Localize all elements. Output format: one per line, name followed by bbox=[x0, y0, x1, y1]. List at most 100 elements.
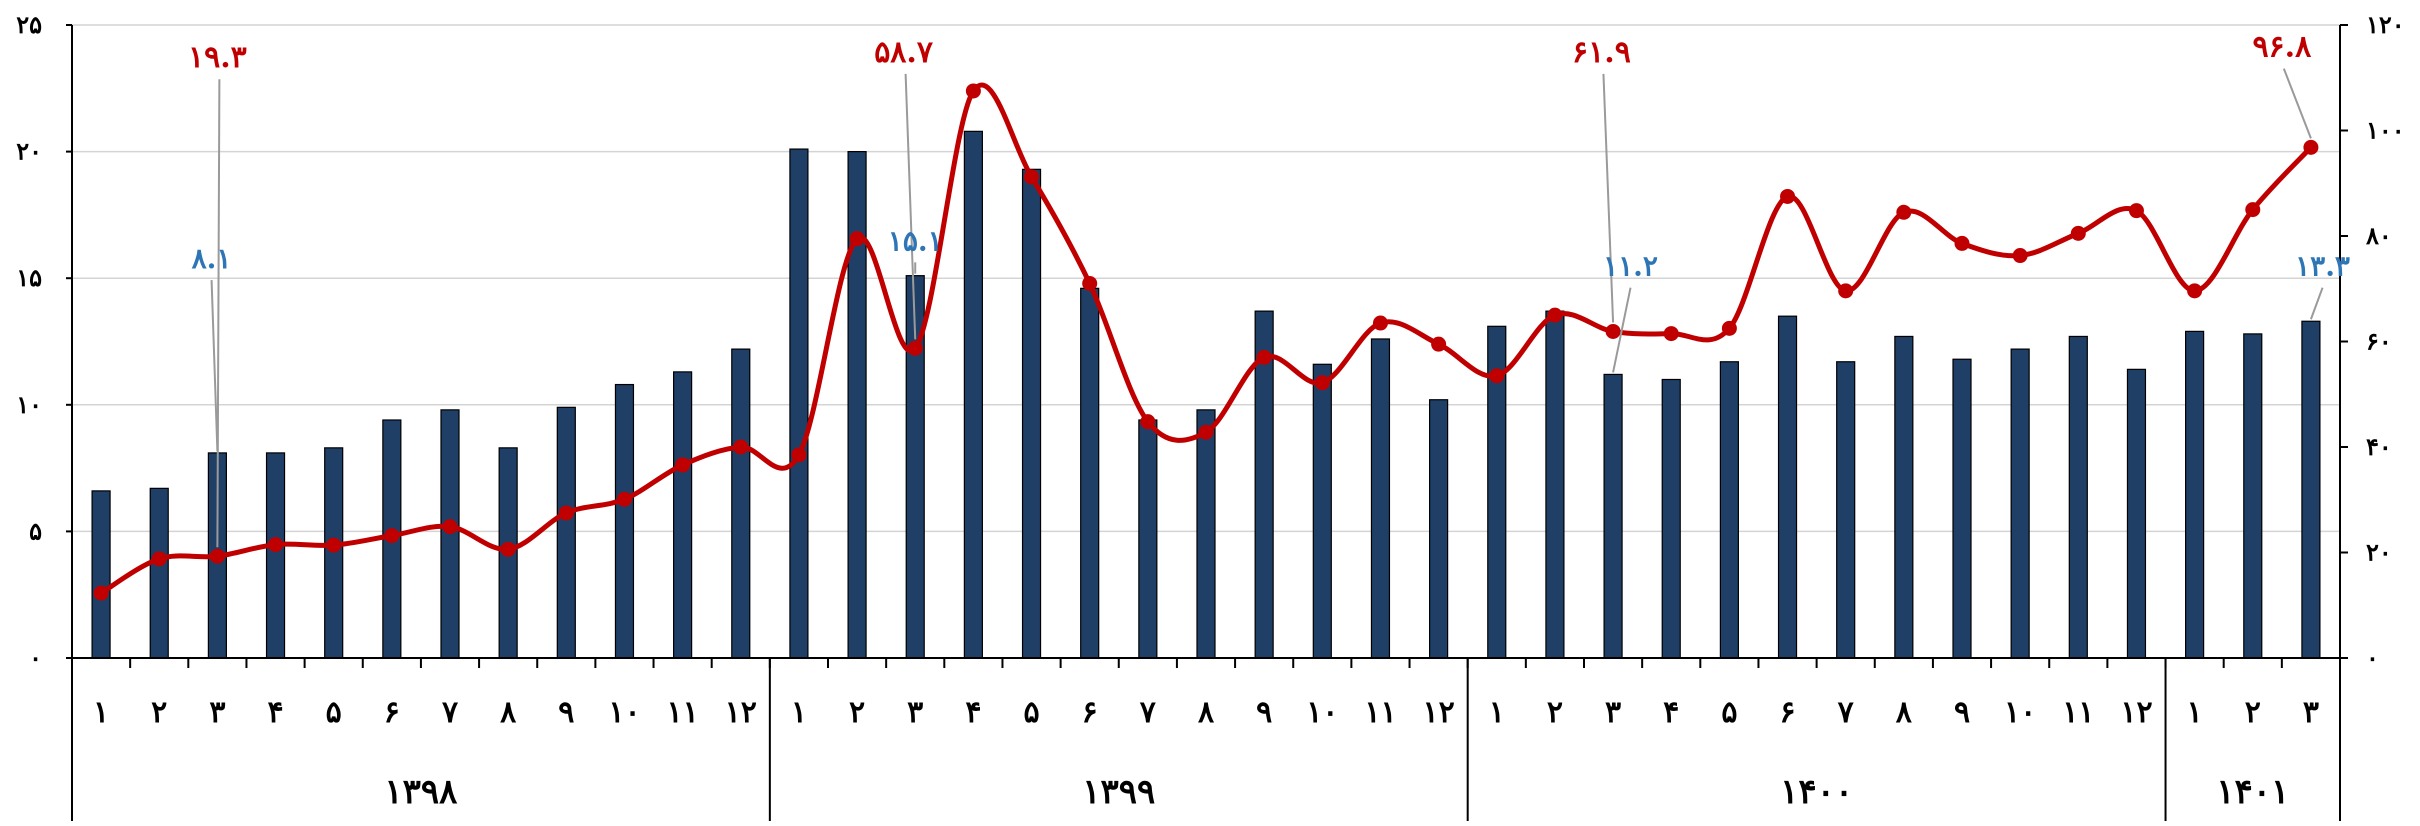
x-tick-label: ۵ bbox=[326, 695, 342, 730]
x-tick-label: ۱ bbox=[93, 695, 109, 730]
x-tick-label: ۵ bbox=[1023, 695, 1039, 730]
y-tick-label-right: ۱۲۰ bbox=[2366, 10, 2405, 39]
y-tick-label-left: ۲۰ bbox=[16, 137, 42, 166]
bar bbox=[91, 490, 111, 659]
leader-line bbox=[904, 73, 917, 340]
line-point bbox=[1431, 336, 1447, 352]
line-value-label: ۶۱.۹ bbox=[1572, 35, 1631, 70]
year-label: ۱۳۹۸ bbox=[384, 772, 458, 812]
annotations: ۱۹.۳ ۵۸.۷ ۶۱.۹ ۹۶.۸ ۸.۱ ۱۵.۱ ۱۱.۲ ۱۳.۳ bbox=[188, 30, 2350, 548]
year-label: ۱۳۹۹ bbox=[1082, 772, 1155, 812]
x-tick-label: ۴ bbox=[267, 695, 283, 730]
bar bbox=[1021, 168, 1042, 659]
line-point bbox=[1954, 235, 1970, 251]
bar bbox=[2243, 333, 2263, 659]
line-point bbox=[1896, 204, 1912, 220]
line-point bbox=[733, 439, 749, 455]
line-point bbox=[442, 519, 458, 535]
bar-series bbox=[91, 130, 2321, 659]
line-point bbox=[1838, 283, 1854, 299]
bar bbox=[1545, 310, 1565, 659]
bar bbox=[1370, 338, 1391, 659]
bar bbox=[2301, 320, 2321, 659]
line-point bbox=[2187, 283, 2203, 299]
line-point bbox=[791, 447, 807, 463]
y-tick-label-right: ۸۰ bbox=[2365, 221, 2392, 250]
line-point bbox=[2070, 225, 2086, 241]
x-tick-label: ۱۰ bbox=[2004, 695, 2036, 730]
bar bbox=[2010, 348, 2030, 659]
x-tick-label: ۷ bbox=[1140, 695, 1157, 730]
bar bbox=[1080, 287, 1100, 659]
bar bbox=[1138, 419, 1158, 659]
bar bbox=[2185, 330, 2205, 659]
year-label: ۱۴۰۱ bbox=[2216, 772, 2289, 812]
bar bbox=[1836, 361, 1856, 659]
x-tick-label: ۸ bbox=[500, 695, 517, 730]
line-value-label: ۵۸.۷ bbox=[874, 35, 934, 70]
bar bbox=[149, 487, 169, 659]
line-series bbox=[93, 82, 2319, 601]
line-point bbox=[93, 585, 109, 601]
x-tick-label: ۸ bbox=[1896, 695, 1913, 730]
y-tick-label-left: ۵ bbox=[29, 516, 42, 545]
x-tick-label: ۹ bbox=[1256, 695, 1272, 730]
y-tick-label-left: ۱۵ bbox=[16, 263, 42, 292]
bar bbox=[1719, 361, 1739, 659]
x-tick-label: ۱۰ bbox=[1306, 695, 1338, 730]
x-tick-label: ۳ bbox=[1605, 695, 1621, 730]
bar bbox=[1312, 363, 1332, 659]
bar-value-label: ۱۱.۲ bbox=[1603, 250, 1658, 283]
bar-value-label: ۱۳.۳ bbox=[2295, 250, 2350, 283]
line-point bbox=[2128, 203, 2144, 219]
x-tick-label: ۳ bbox=[209, 695, 225, 730]
y-tick-label-left: ۲۵ bbox=[16, 10, 42, 39]
x-tick-label: ۱ bbox=[2187, 695, 2203, 730]
line-point bbox=[500, 541, 516, 557]
line-point bbox=[1372, 315, 1388, 331]
bar bbox=[1661, 378, 1681, 659]
x-tick-label: ۱ bbox=[791, 695, 807, 730]
leader-line bbox=[210, 280, 219, 451]
line-path bbox=[99, 82, 2313, 596]
bar bbox=[556, 406, 576, 659]
line-point bbox=[675, 457, 691, 473]
y-tick-label-right: ۲۰ bbox=[2366, 538, 2392, 567]
bar bbox=[673, 371, 693, 659]
line-point bbox=[326, 537, 342, 553]
bar bbox=[1603, 373, 1623, 659]
x-tick-label: ۶ bbox=[1779, 695, 1795, 730]
year-label: ۱۴۰۰ bbox=[1780, 772, 1853, 812]
x-tick-label: ۱ bbox=[1489, 695, 1505, 730]
line-point bbox=[1198, 424, 1214, 440]
line-point bbox=[1721, 320, 1737, 336]
y-tick-label-left: ۰ bbox=[29, 643, 42, 672]
line-point bbox=[965, 83, 981, 99]
bar bbox=[1952, 358, 1972, 659]
y-tick-label-right: ۶۰ bbox=[2366, 327, 2392, 356]
x-tick-label: ۶ bbox=[1082, 695, 1098, 730]
x-tick-label: ۷ bbox=[1838, 695, 1855, 730]
line-point bbox=[1024, 169, 1040, 185]
bar bbox=[1777, 315, 1798, 659]
bar bbox=[2068, 335, 2088, 659]
x-tick-label: ۹ bbox=[558, 695, 574, 730]
line-point bbox=[1314, 375, 1330, 391]
line-point bbox=[907, 340, 923, 356]
line-point bbox=[151, 551, 167, 567]
x-tick-label: ۸ bbox=[1198, 695, 1215, 730]
bar bbox=[2126, 368, 2147, 659]
bar-value-label: ۱۵.۱ bbox=[888, 224, 943, 257]
x-tick-label: ۲ bbox=[151, 695, 167, 730]
bar bbox=[847, 151, 867, 659]
line-point bbox=[1605, 323, 1621, 339]
line-point bbox=[1140, 414, 1156, 430]
bar bbox=[265, 452, 286, 659]
x-tick-label: ۱۱ bbox=[1364, 695, 1396, 730]
leader-line bbox=[1612, 287, 1632, 373]
x-tick-label: ۱۱ bbox=[666, 695, 698, 730]
line-point bbox=[616, 491, 632, 507]
